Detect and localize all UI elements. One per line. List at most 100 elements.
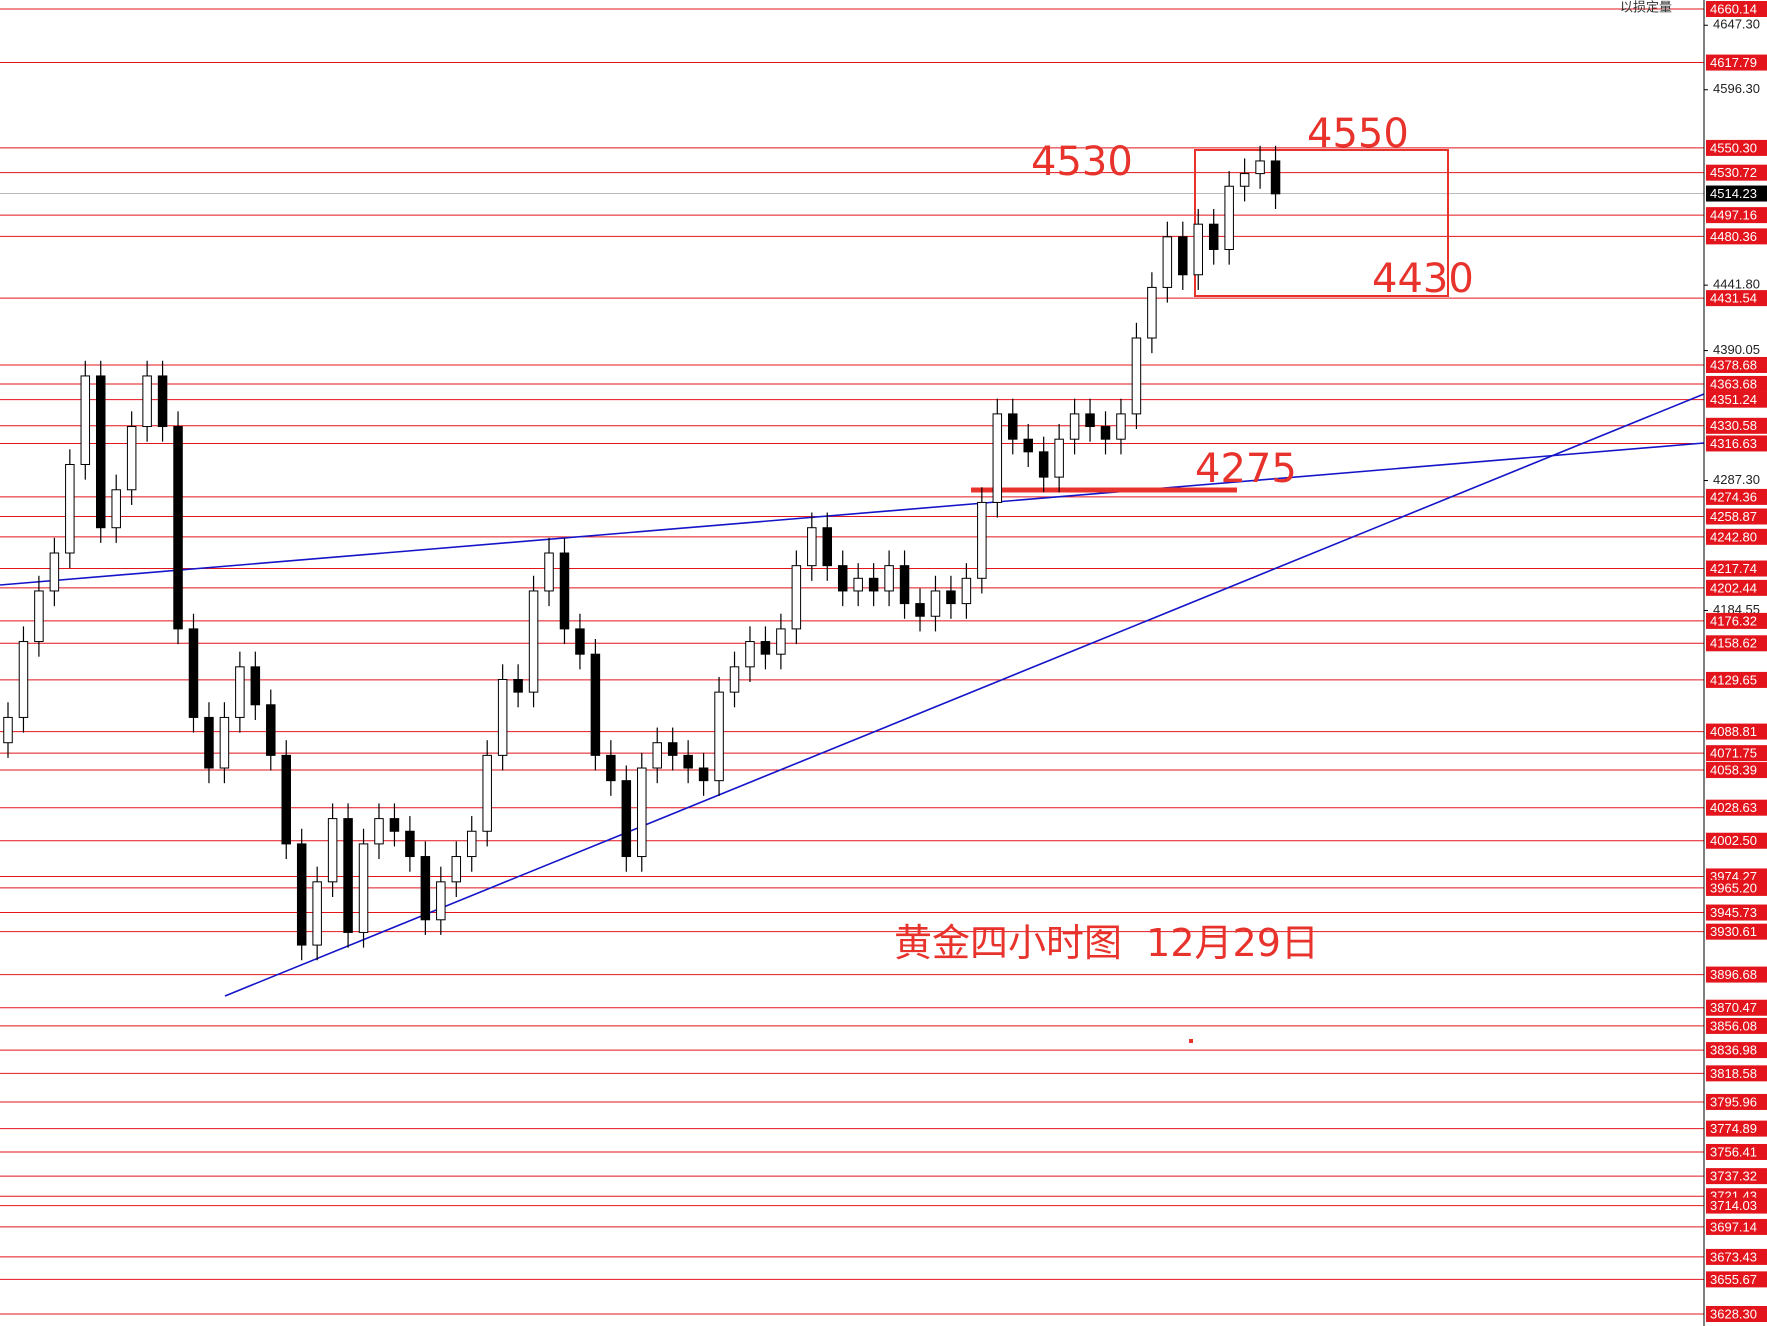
level-label-bg	[1706, 799, 1767, 816]
level-label: 4088.81	[1710, 724, 1757, 739]
level-label: 3774.89	[1710, 1121, 1757, 1136]
candle-body	[173, 426, 183, 630]
level-label-bg	[1706, 923, 1767, 940]
level-label: 3896.68	[1710, 967, 1757, 982]
level-label-bg	[1706, 671, 1767, 688]
level-label-bg	[1706, 1065, 1767, 1082]
candle-body	[1178, 236, 1188, 276]
candle-body	[1038, 451, 1049, 478]
candle-body	[1008, 413, 1018, 440]
trend-line	[0, 442, 1705, 586]
candle-body	[157, 375, 168, 428]
level-label: 4129.65	[1710, 672, 1757, 687]
level-label-bg	[1706, 417, 1767, 434]
level-label: 4330.58	[1710, 418, 1757, 433]
level-label: 4351.24	[1710, 392, 1757, 407]
level-label: 3628.30	[1710, 1306, 1757, 1321]
candle-body	[992, 413, 1003, 503]
candle-body	[760, 641, 771, 655]
candle-body	[18, 641, 29, 718]
candle-body	[420, 856, 431, 921]
level-label-bg	[1706, 1248, 1767, 1265]
levels	[0, 8, 1704, 1315]
candle-body	[327, 818, 338, 883]
current-price-label: 4514.23	[1710, 186, 1757, 201]
level-label-bg	[1706, 375, 1767, 392]
annotation: 4275	[1195, 446, 1297, 492]
candle-body	[1069, 413, 1080, 440]
level-label: 4028.63	[1710, 800, 1757, 815]
candle-body	[977, 501, 987, 579]
candle-body	[142, 375, 152, 428]
candle-body	[853, 577, 863, 592]
candle-body	[497, 678, 508, 756]
level-label-bg	[1706, 54, 1767, 71]
candle-body	[637, 767, 647, 858]
candle-body	[250, 666, 261, 706]
level-label-bg	[1706, 1197, 1767, 1214]
level-label: 4002.50	[1710, 833, 1757, 848]
candle-body	[126, 426, 137, 491]
level-label-bg	[1706, 228, 1767, 245]
level-label: 4202.44	[1710, 580, 1757, 595]
level-label: 4158.62	[1710, 636, 1757, 651]
level-label-bg	[1706, 762, 1767, 779]
level-label: 3655.67	[1710, 1272, 1757, 1287]
candle-body	[482, 754, 492, 832]
candle-body	[3, 716, 13, 744]
candle-body	[1054, 438, 1064, 478]
candle-body	[946, 590, 956, 605]
level-label-bg	[1706, 1218, 1767, 1235]
candle-body	[930, 590, 941, 617]
level-label: 3945.73	[1710, 905, 1757, 920]
level-label-bg	[1706, 904, 1767, 921]
candle-body	[111, 489, 121, 529]
level-label-bg	[1706, 1120, 1767, 1137]
candle-body	[343, 818, 353, 933]
candle-body	[65, 463, 75, 554]
level-label: 3930.61	[1710, 924, 1757, 939]
level-label-bg	[1706, 139, 1767, 156]
trend-line	[224, 393, 1705, 997]
level-label: 3697.14	[1710, 1219, 1757, 1234]
y-tick-label: 4441.80	[1713, 277, 1760, 292]
level-label-bg	[1706, 635, 1767, 652]
candle-body	[1116, 413, 1126, 440]
level-label: 4274.36	[1710, 489, 1757, 504]
candle-body	[235, 666, 245, 718]
candle-body	[49, 552, 60, 592]
candle-body	[1270, 160, 1281, 195]
candle-body	[188, 628, 199, 718]
level-label: 3714.03	[1710, 1198, 1757, 1213]
level-label-bg	[1706, 356, 1767, 373]
candle-body	[1193, 223, 1204, 276]
level-label: 4660.14	[1710, 1, 1757, 16]
level-label-bg	[1706, 435, 1767, 452]
level-label: 4071.75	[1710, 746, 1757, 761]
candle-body	[915, 603, 925, 617]
level-label-bg	[1706, 999, 1767, 1016]
candle-body	[466, 830, 477, 858]
level-label-bg	[1706, 1143, 1767, 1160]
level-label: 3756.41	[1710, 1144, 1757, 1159]
candle-body	[621, 780, 632, 858]
candle-body	[590, 653, 601, 756]
candle-body	[807, 527, 817, 567]
candle-body	[698, 767, 709, 782]
y-tick-label: 4390.05	[1713, 342, 1760, 357]
candle-body	[374, 818, 384, 845]
level-label: 4378.68	[1710, 357, 1757, 372]
candle-body	[575, 628, 585, 655]
level-label: 3836.98	[1710, 1043, 1757, 1058]
level-label: 3737.32	[1710, 1169, 1757, 1184]
level-label-bg	[1706, 508, 1767, 525]
level-label: 4497.16	[1710, 208, 1757, 223]
level-label: 4530.72	[1710, 165, 1757, 180]
candle-body	[884, 565, 894, 592]
level-label: 4480.36	[1710, 229, 1757, 244]
level-label-bg	[1706, 207, 1767, 224]
level-label-bg	[1706, 1093, 1767, 1110]
level-label-bg	[1706, 745, 1767, 762]
